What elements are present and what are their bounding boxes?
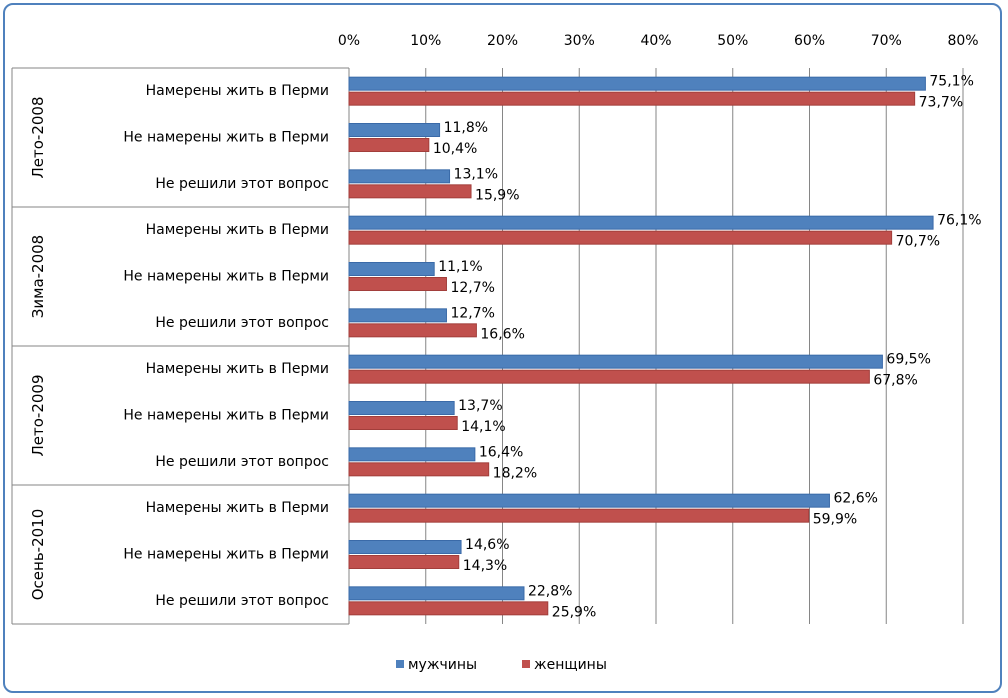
x-tick-label: 60% <box>794 33 825 49</box>
group-label: Зима-2008 <box>29 235 47 318</box>
data-label: 12,7% <box>450 280 494 296</box>
bar-women <box>348 323 477 338</box>
bar-women <box>348 369 870 384</box>
category-label: Намерены жить в Перми <box>146 500 329 516</box>
legend-swatch-men <box>396 660 404 668</box>
bar-men <box>348 586 525 601</box>
bar-men <box>348 123 441 137</box>
group-label: Осень-2010 <box>29 509 47 601</box>
bar-women <box>348 230 893 245</box>
category-label: Не решили этот вопрос <box>155 176 329 192</box>
group-label: Лето-2008 <box>29 96 47 178</box>
data-label: 75,1% <box>929 74 973 90</box>
data-label: 11,1% <box>438 259 482 275</box>
data-label: 62,6% <box>833 491 877 507</box>
category-label: Не намерены жить в Перми <box>123 408 329 424</box>
bar-women <box>348 277 447 291</box>
bar-women <box>348 416 458 430</box>
data-label: 13,7% <box>458 398 502 414</box>
bar-men <box>348 493 830 508</box>
data-label: 16,4% <box>479 444 523 460</box>
data-label: 70,7% <box>896 234 940 250</box>
category-label: Не намерены жить в Перми <box>123 547 329 563</box>
data-label: 73,7% <box>919 95 963 111</box>
x-tick-label: 20% <box>487 33 518 49</box>
group-label: Лето-2009 <box>29 374 47 456</box>
bar-women <box>348 462 490 477</box>
data-label: 25,9% <box>552 604 596 620</box>
category-label: Не намерены жить в Перми <box>123 130 329 146</box>
x-tick-label: 70% <box>871 33 902 49</box>
category-label: Не решили этот вопрос <box>155 315 329 331</box>
x-tick-label: 40% <box>640 33 671 49</box>
bar-men <box>348 354 883 369</box>
data-label: 18,2% <box>493 465 537 481</box>
bar-women <box>348 138 430 152</box>
bar-men <box>348 447 476 462</box>
x-tick-label: 30% <box>564 33 595 49</box>
bar-men <box>348 169 451 184</box>
category-label: Намерены жить в Перми <box>146 83 329 99</box>
data-label: 14,3% <box>463 558 507 574</box>
data-label: 76,1% <box>937 213 981 229</box>
bar-men <box>348 540 462 554</box>
data-label: 14,6% <box>465 537 509 553</box>
chart-frame: 0% 10% 20% 30% 40% 50% 60% 70% 80% Лето-2008 Намер… <box>3 3 1002 693</box>
data-label: 13,1% <box>454 166 498 182</box>
bar-men <box>348 401 455 415</box>
x-tick-label: 50% <box>717 33 748 49</box>
category-label: Не намерены жить в Перми <box>123 269 329 285</box>
data-label: 22,8% <box>528 583 572 599</box>
data-label: 67,8% <box>873 373 917 389</box>
data-label: 59,9% <box>813 512 857 528</box>
legend-label: женщины <box>534 657 607 673</box>
category-label: Намерены жить в Перми <box>146 361 329 377</box>
data-label: 16,6% <box>480 326 524 342</box>
bar-men <box>348 215 934 230</box>
data-label: 15,9% <box>475 187 519 203</box>
bar-men <box>348 308 447 323</box>
category-label: Не решили этот вопрос <box>155 454 329 470</box>
bar-women <box>348 601 549 616</box>
bar-men <box>348 76 926 91</box>
category-label: Намерены жить в Перми <box>146 222 329 238</box>
bar-men <box>348 262 435 276</box>
legend-swatch-women <box>522 660 530 668</box>
bar-chart: 0% 10% 20% 30% 40% 50% 60% 70% 80% Лето-2008 Намер… <box>11 33 982 673</box>
data-label: 11,8% <box>444 120 488 136</box>
x-tick-label: 10% <box>410 33 441 49</box>
data-label: 69,5% <box>886 352 930 368</box>
bar-women <box>348 184 472 199</box>
bar-women <box>348 508 810 523</box>
bar-women <box>348 91 916 106</box>
bar-women <box>348 555 460 569</box>
data-label: 10,4% <box>433 141 477 157</box>
x-tick-label: 80% <box>947 33 978 49</box>
data-label: 12,7% <box>450 305 494 321</box>
legend-label: мужчины <box>408 657 477 673</box>
category-label: Не решили этот вопрос <box>155 593 329 609</box>
data-label: 14,1% <box>461 419 505 435</box>
x-tick-label: 0% <box>338 33 360 49</box>
